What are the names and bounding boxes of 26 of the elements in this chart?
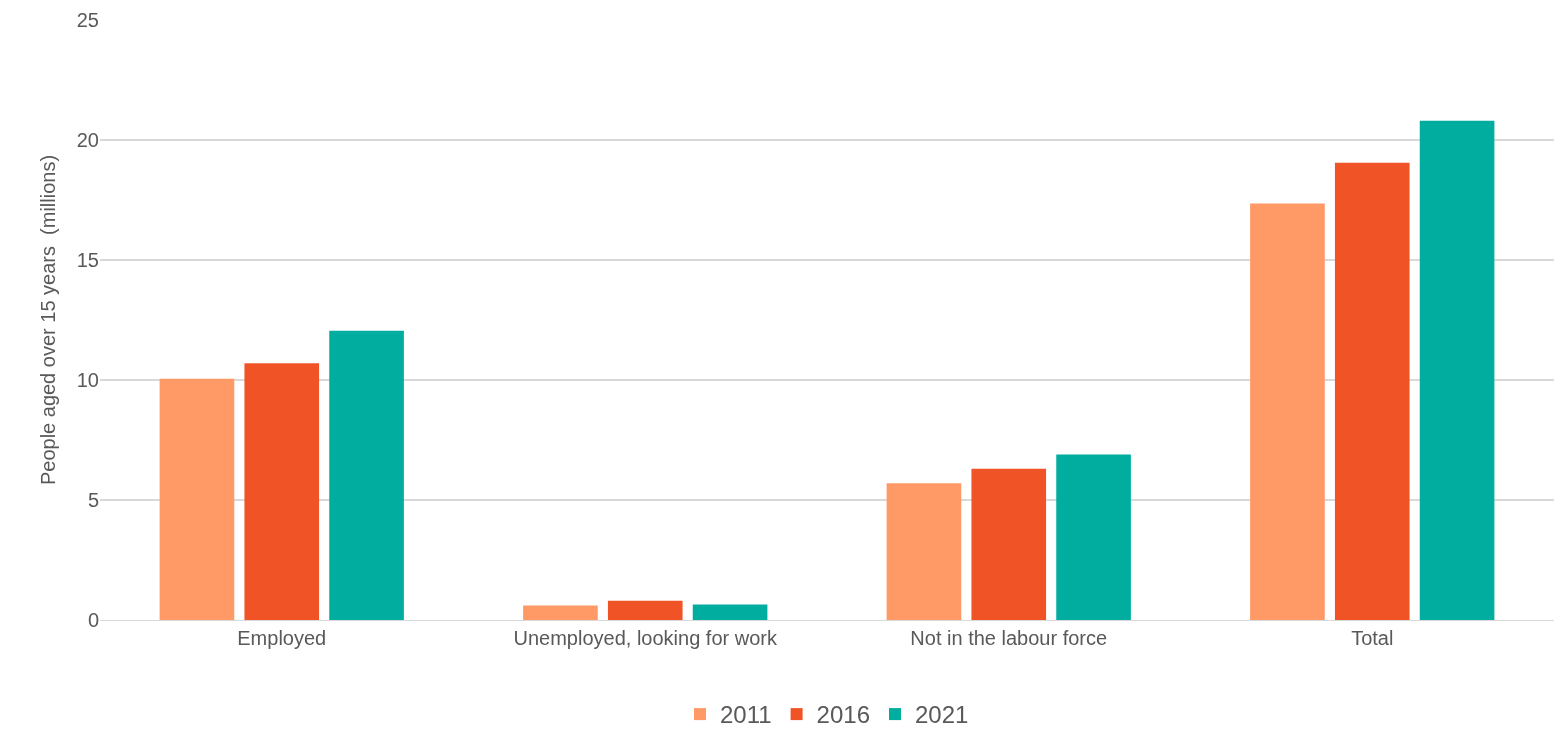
y-tick-label: 15 <box>76 249 99 271</box>
x-tick-label: Employed <box>237 627 327 649</box>
y-tick-label: 5 <box>87 489 99 511</box>
y-tick-label: 0 <box>87 609 99 631</box>
bar <box>159 378 235 620</box>
bar <box>971 468 1047 620</box>
x-tick-label: Total <box>1351 627 1394 649</box>
legend-label: 2021 <box>915 701 969 729</box>
bar <box>1056 454 1131 620</box>
y-tick-label: 10 <box>76 369 99 391</box>
bar <box>523 605 598 620</box>
bar <box>1250 203 1325 620</box>
y-axis-title: People aged over 15 years (millions) <box>37 154 60 486</box>
bar <box>244 363 320 620</box>
legend-label: 2016 <box>816 701 870 729</box>
bar <box>607 600 683 620</box>
bar <box>692 604 768 620</box>
bar <box>1334 162 1410 620</box>
y-tick-label: 20 <box>76 129 99 151</box>
x-tick-label: Not in the labour force <box>910 627 1108 649</box>
bar <box>886 483 962 620</box>
bar <box>329 330 404 620</box>
y-tick-label: 25 <box>76 9 99 31</box>
x-tick-label: Unemployed, looking for work <box>513 627 778 649</box>
legend-label: 2011 <box>720 701 772 729</box>
bar <box>1419 120 1495 620</box>
